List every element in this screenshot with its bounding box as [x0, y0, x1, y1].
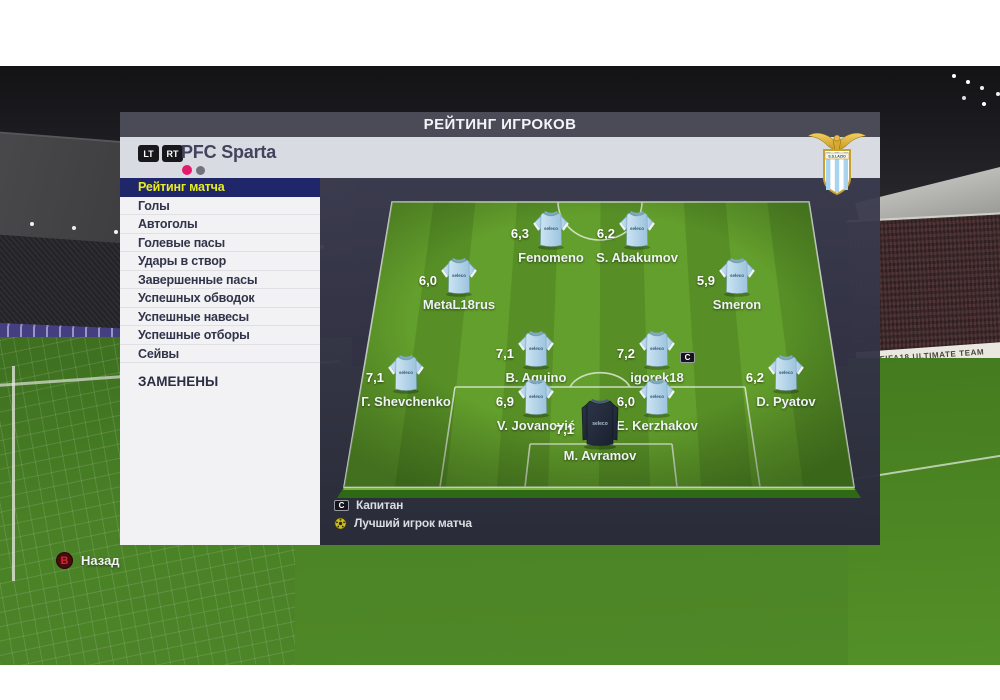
jersey-icon: seleco: [639, 379, 675, 418]
lt-shoulder-button[interactable]: LT: [138, 145, 159, 162]
svg-text:seleco: seleco: [452, 273, 466, 278]
player-rating: 7,1: [495, 346, 514, 361]
sidebar-item[interactable]: Голы: [120, 197, 320, 215]
player-name: M. Avramov: [563, 448, 637, 463]
legend-captain: C Капитан: [334, 498, 403, 512]
captain-badge-icon: C: [334, 499, 349, 511]
jersey-icon: seleco: [518, 379, 554, 418]
player[interactable]: 6,0 seleco MetaL18rus: [419, 257, 495, 312]
player-rating: 6,0: [418, 273, 437, 288]
player[interactable]: 6,2 seleco S. Abakumov: [596, 210, 678, 265]
team-name: PFC Sparta: [181, 142, 277, 162]
player[interactable]: 6,2 seleco D. Pyatov: [746, 354, 816, 409]
team-color-dot-primary: [182, 165, 192, 175]
team-band: LT RT PFC Sparta: [120, 137, 880, 178]
jersey-icon: seleco: [639, 331, 675, 370]
lazio-crest-icon: S.S.LAZIO: [807, 133, 867, 196]
sidebar-item[interactable]: Успешные навесы: [120, 308, 320, 326]
legend-best-player-label: Лучший игрок матча: [354, 516, 472, 530]
sidebar-item[interactable]: Автоголы: [120, 215, 320, 234]
player-name: MetaL18rus: [422, 297, 496, 312]
svg-text:seleco: seleco: [630, 226, 644, 231]
sidebar-item[interactable]: Рейтинг матча: [120, 178, 320, 197]
player[interactable]: 6,9 seleco V. Jovanović: [496, 378, 575, 433]
jersey-icon: seleco: [441, 258, 477, 297]
player[interactable]: 6,0 seleco E. Kerzhakov: [616, 378, 698, 433]
player-rating: 6,0: [616, 394, 635, 409]
player-rating: 5,9: [696, 273, 715, 288]
legend-best-player: Лучший игрок матча: [334, 516, 472, 530]
player[interactable]: 7,1 seleco M. Avramov: [556, 398, 636, 463]
sidebar-item[interactable]: Удары в створ: [120, 252, 320, 271]
pitch-overlay: 6,3 seleco Fenomeno 6,2 seleco S. Abakumov 6…: [320, 178, 880, 545]
jersey-icon: seleco: [619, 211, 655, 250]
svg-text:seleco: seleco: [544, 226, 558, 231]
stats-sidebar: Рейтинг матча Голы Автоголы Голевые пасы Уда…: [120, 178, 320, 545]
goalkeeper-jersey-icon: seleco: [581, 399, 619, 450]
player[interactable]: 6,3 seleco Fenomeno: [511, 210, 584, 265]
svg-text:seleco: seleco: [779, 370, 793, 375]
game-viewport: FIFA18 ULTIMATE TEAM РЕЙТИНГ ИГРОКОВ LT …: [0, 66, 1000, 665]
player-rating: 7,1: [365, 370, 384, 385]
player-name: D. Pyatov: [756, 394, 816, 409]
svg-text:S.S.LAZIO: S.S.LAZIO: [828, 155, 846, 159]
player-rating: 6,2: [745, 370, 764, 385]
svg-text:seleco: seleco: [650, 346, 664, 351]
player-name: Fenomeno: [518, 250, 584, 265]
stadium-floodlights-left: [30, 222, 34, 226]
jersey-icon: seleco: [388, 355, 424, 394]
rt-shoulder-button[interactable]: RT: [162, 145, 183, 162]
jersey-icon: seleco: [533, 211, 569, 250]
back-label: Назад: [81, 553, 120, 568]
back-button[interactable]: B Назад: [56, 552, 120, 569]
player-name: Smeron: [712, 297, 762, 312]
player[interactable]: 5,9 seleco Smeron: [697, 257, 761, 312]
goal-post: [12, 366, 15, 581]
captain-badge: C: [680, 352, 695, 363]
svg-text:seleco: seleco: [730, 273, 744, 278]
player-rating: 7,1: [555, 422, 574, 437]
jersey-icon: seleco: [768, 355, 804, 394]
player-rating: 6,9: [495, 394, 514, 409]
stadium-floodlights-right: [952, 74, 956, 78]
team-color-dot-secondary: [196, 166, 205, 175]
jersey-icon: seleco: [719, 258, 755, 297]
sidebar-item[interactable]: Успешные отборы: [120, 326, 320, 345]
jersey-icon: seleco: [518, 331, 554, 370]
player-name: V. Jovanović: [496, 418, 576, 433]
sidebar-item[interactable]: Успешных обводок: [120, 289, 320, 308]
svg-text:seleco: seleco: [529, 394, 543, 399]
svg-text:seleco: seleco: [529, 346, 543, 351]
svg-text:seleco: seleco: [399, 370, 413, 375]
svg-text:seleco: seleco: [592, 421, 608, 427]
page-title: РЕЙТИНГ ИГРОКОВ: [120, 112, 880, 137]
player-name: B. Aquino: [505, 370, 567, 385]
legend-captain-label: Капитан: [356, 498, 404, 512]
sidebar-item[interactable]: Завершенные пасы: [120, 271, 320, 289]
player[interactable]: 7,1 seleco B. Aquino: [496, 330, 566, 385]
player-rating: 6,3: [510, 226, 529, 241]
sidebar-list: Рейтинг матча Голы Автоголы Голевые пасы Уда…: [120, 178, 320, 363]
player-name: S. Abakumov: [596, 250, 678, 265]
sidebar-item[interactable]: Сейвы: [120, 345, 320, 363]
player-name: E. Kerzhakov: [616, 418, 698, 433]
b-controller-button-icon: B: [56, 552, 73, 569]
player-name: Г. Shevchenko: [361, 394, 451, 409]
player-name: igorek18: [630, 370, 684, 385]
best-player-ball-icon: [334, 516, 347, 530]
sidebar-item[interactable]: Голевые пасы: [120, 234, 320, 252]
substituted-section-header: ЗАМЕНЕНЫ: [138, 374, 219, 389]
svg-text:seleco: seleco: [650, 394, 664, 399]
player[interactable]: 7,1 seleco Г. Shevchenko: [361, 354, 451, 409]
player-rating: 7,2: [616, 346, 635, 361]
player-rating: 6,2: [596, 226, 615, 241]
